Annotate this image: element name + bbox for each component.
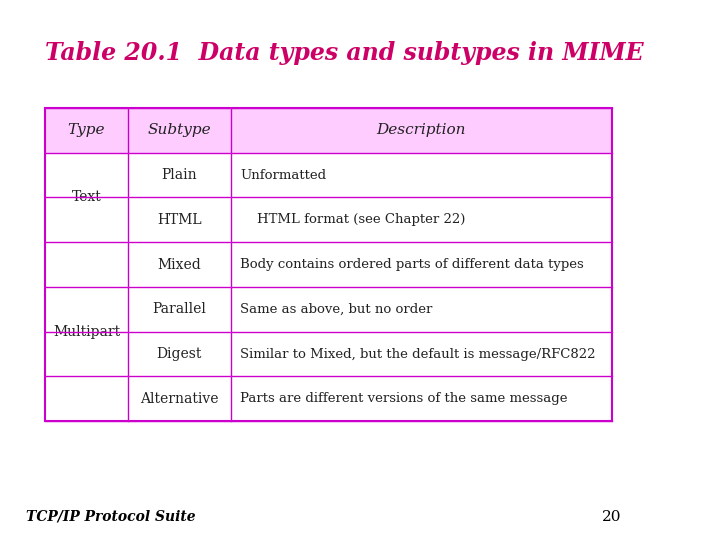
Text: Parallel: Parallel (153, 302, 206, 316)
FancyBboxPatch shape (45, 108, 611, 153)
Text: Text: Text (71, 191, 102, 205)
Text: HTML format (see Chapter 22): HTML format (see Chapter 22) (240, 213, 466, 226)
Text: Table 20.1  Data types and subtypes in MIME: Table 20.1 Data types and subtypes in MI… (45, 41, 644, 65)
Text: Description: Description (377, 123, 466, 137)
Text: Type: Type (68, 123, 105, 137)
Text: Subtype: Subtype (148, 123, 211, 137)
Text: Body contains ordered parts of different data types: Body contains ordered parts of different… (240, 258, 584, 271)
Text: 20: 20 (602, 510, 621, 524)
Text: Mixed: Mixed (158, 258, 201, 272)
Text: Digest: Digest (157, 347, 202, 361)
Text: Same as above, but no order: Same as above, but no order (240, 303, 433, 316)
Text: Similar to Mixed, but the default is message/RFC822: Similar to Mixed, but the default is mes… (240, 348, 595, 361)
Text: Parts are different versions of the same message: Parts are different versions of the same… (240, 393, 567, 406)
Text: TCP/IP Protocol Suite: TCP/IP Protocol Suite (26, 510, 195, 524)
Text: Unformatted: Unformatted (240, 168, 326, 181)
Text: Multipart: Multipart (53, 325, 120, 339)
Text: Alternative: Alternative (140, 392, 219, 406)
Text: Plain: Plain (161, 168, 197, 182)
Text: HTML: HTML (157, 213, 202, 227)
